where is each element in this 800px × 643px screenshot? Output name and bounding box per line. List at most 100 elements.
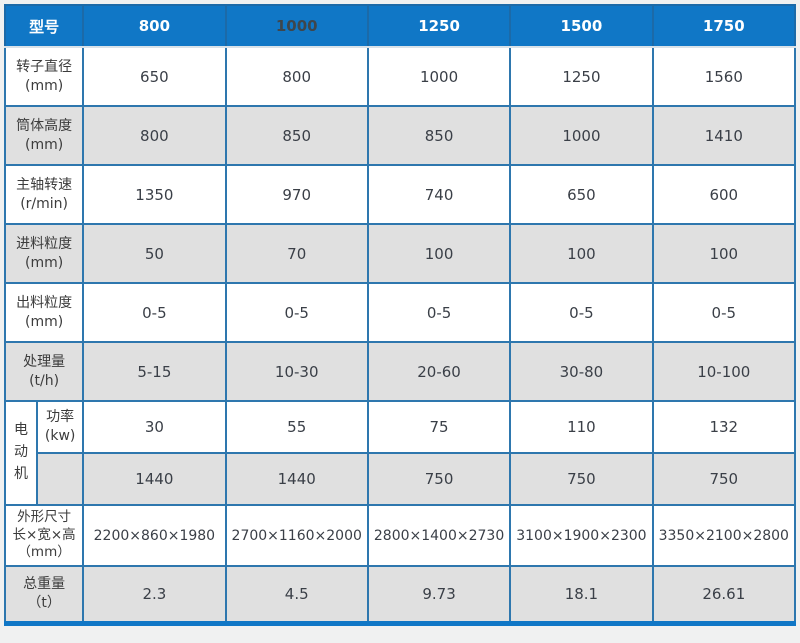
motor-speed-label-empty <box>36 452 85 506</box>
header-col-1500: 1500 <box>509 4 654 48</box>
value-cell: 20-60 <box>366 341 512 402</box>
value-cell: 750 <box>366 452 512 506</box>
value-cell: 30 <box>82 400 227 454</box>
value-cell: 800 <box>82 105 227 166</box>
motor-group-label-text: 电动机 <box>14 422 29 482</box>
row-label-text: 处理量 <box>23 353 66 370</box>
value-cell: 650 <box>82 46 227 107</box>
header-model-label: 型号 <box>3 4 85 48</box>
row-cylinder-height: 筒体高度 (mm) 800 850 850 1000 1410 <box>3 105 797 166</box>
row-label: 转子直径 (mm) <box>3 46 85 107</box>
value-cell: 3100×1900×2300 <box>509 504 654 567</box>
value-cell: 1560 <box>651 46 797 107</box>
header-col-1250: 1250 <box>366 4 512 48</box>
row-motor-speed: 1440 1440 750 750 750 <box>5 452 797 506</box>
value-cell: 18.1 <box>509 565 654 624</box>
value-cell: 2.3 <box>82 565 227 624</box>
row-label-unit: (mm) <box>25 313 64 330</box>
value-cell: 100 <box>651 223 797 284</box>
row-label-unit: （t） <box>27 594 61 611</box>
row-spindle-speed: 主轴转速 (r/min) 1350 970 740 650 600 <box>3 164 797 225</box>
dims-label-line2: 长×宽×高 <box>12 526 76 543</box>
value-cell: 800 <box>224 46 369 107</box>
value-cell: 2800×1400×2730 <box>366 504 512 567</box>
value-cell: 2700×1160×2000 <box>224 504 369 567</box>
row-label: 进料粒度 (mm) <box>3 223 85 284</box>
value-cell: 650 <box>509 164 654 225</box>
row-label: 出料粒度 (mm) <box>3 282 85 343</box>
motor-power-label-text: 功率 <box>46 409 75 426</box>
row-rotor-diameter: 转子直径 (mm) 650 800 1000 1250 1560 <box>3 46 797 107</box>
value-cell: 55 <box>224 400 369 454</box>
value-cell: 850 <box>224 105 369 166</box>
value-cell: 100 <box>509 223 654 284</box>
value-cell: 30-80 <box>509 341 654 402</box>
row-motor-power: 电动机 功率 (kw) 30 55 75 110 132 <box>3 400 797 506</box>
row-label-unit: (r/min) <box>20 195 68 212</box>
value-cell: 10-30 <box>224 341 369 402</box>
value-cell: 70 <box>224 223 369 284</box>
header-col-800: 800 <box>82 4 227 48</box>
value-cell: 9.73 <box>366 565 512 624</box>
value-cell: 970 <box>224 164 369 225</box>
row-label: 外形尺寸 长×宽×高 （mm） <box>3 504 85 567</box>
row-label-unit: (mm) <box>25 77 64 94</box>
value-cell: 26.61 <box>651 565 797 624</box>
header-col-1000: 1000 <box>224 4 369 48</box>
value-cell: 740 <box>366 164 512 225</box>
row-label: 总重量 （t） <box>3 565 85 624</box>
row-label: 处理量 (t/h) <box>3 341 85 402</box>
row-feed-size: 进料粒度 (mm) 50 70 100 100 100 <box>3 223 797 284</box>
row-label-text: 筒体高度 <box>16 117 73 134</box>
row-label-unit: (t/h) <box>29 372 60 389</box>
row-label-text: 总重量 <box>23 575 66 592</box>
value-cell: 1410 <box>651 105 797 166</box>
value-cell: 110 <box>509 400 654 454</box>
value-cell: 1000 <box>366 46 512 107</box>
row-label: 主轴转速 (r/min) <box>3 164 85 225</box>
value-cell: 850 <box>366 105 512 166</box>
value-cell: 10-100 <box>651 341 797 402</box>
row-discharge-size: 出料粒度 (mm) 0-5 0-5 0-5 0-5 0-5 <box>3 282 797 343</box>
value-cell: 0-5 <box>366 282 512 343</box>
value-cell: 1000 <box>509 105 654 166</box>
value-cell: 4.5 <box>224 565 369 624</box>
motor-power-unit: (kw) <box>44 428 76 444</box>
row-label-text: 主轴转速 <box>16 176 73 193</box>
value-cell: 1440 <box>82 452 227 506</box>
row-label: 筒体高度 (mm) <box>3 105 85 166</box>
header-col-1750: 1750 <box>651 4 797 48</box>
row-label-text: 出料粒度 <box>16 294 73 311</box>
value-cell: 1440 <box>224 452 369 506</box>
row-label-unit: (mm) <box>25 136 64 153</box>
dims-label-line1: 外形尺寸 <box>17 509 72 526</box>
row-dimensions: 外形尺寸 长×宽×高 （mm） 2200×860×1980 2700×1160×… <box>3 504 797 567</box>
value-cell: 2200×860×1980 <box>82 504 227 567</box>
value-cell: 0-5 <box>82 282 227 343</box>
value-cell: 600 <box>651 164 797 225</box>
motor-power-label: 功率 (kw) <box>36 400 85 454</box>
value-cell: 5-15 <box>82 341 227 402</box>
value-cell: 75 <box>366 400 512 454</box>
spec-table: 型号 800 1000 1250 1500 1750 转子直径 (mm) 650… <box>3 4 797 626</box>
row-label-text: 进料粒度 <box>16 235 73 252</box>
value-cell: 750 <box>651 452 797 506</box>
dims-label-line3: （mm） <box>17 544 71 561</box>
motor-group-label: 电动机 <box>3 400 39 506</box>
value-cell: 3350×2100×2800 <box>651 504 797 567</box>
row-label-unit: (mm) <box>25 254 64 271</box>
value-cell: 1250 <box>509 46 654 107</box>
value-cell: 0-5 <box>509 282 654 343</box>
value-cell: 0-5 <box>224 282 369 343</box>
table-header-row: 型号 800 1000 1250 1500 1750 <box>3 4 797 48</box>
value-cell: 100 <box>366 223 512 284</box>
row-capacity: 处理量 (t/h) 5-15 10-30 20-60 30-80 10-100 <box>3 341 797 402</box>
value-cell: 50 <box>82 223 227 284</box>
value-cell: 1350 <box>82 164 227 225</box>
value-cell: 132 <box>651 400 797 454</box>
row-label-text: 转子直径 <box>16 58 73 75</box>
value-cell: 0-5 <box>651 282 797 343</box>
value-cell: 750 <box>509 452 654 506</box>
row-total-weight: 总重量 （t） 2.3 4.5 9.73 18.1 26.61 <box>3 565 797 624</box>
